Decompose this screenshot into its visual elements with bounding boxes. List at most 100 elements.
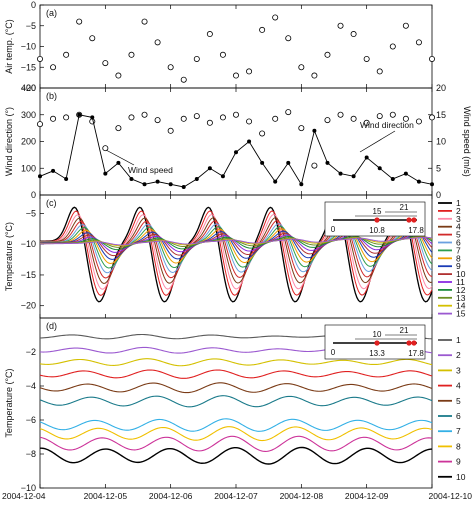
wind-direction-pointer — [359, 130, 396, 153]
wind-speed-point-1 — [51, 168, 56, 173]
wind-speed-point-22 — [325, 160, 330, 165]
air-temp-point-5 — [102, 60, 109, 67]
air-temp-point-18 — [272, 14, 279, 21]
panel-b-ytick-label-2: 200 — [21, 137, 36, 147]
c-legend-label-1: 2 — [456, 206, 461, 216]
date-tick-label-2: 2004-12-06 — [149, 491, 193, 501]
d-inset-mark-1 — [406, 340, 412, 346]
wind-speed-point-23 — [338, 171, 343, 176]
wind-speed-point-26 — [377, 166, 382, 171]
wind-direction-point-15 — [232, 111, 239, 118]
panel-b-y2tick-label-3: 15 — [436, 110, 446, 120]
wind-direction-point-27 — [389, 111, 396, 118]
air-temp-point-14 — [219, 51, 226, 58]
panel-d-ytick-label-2: −6 — [26, 415, 36, 425]
c-legend-label-3: 4 — [456, 222, 461, 232]
d-inset-mark-label-0: 13.3 — [369, 349, 385, 358]
air-temp-point-29 — [415, 39, 422, 46]
wind-direction-point-19 — [285, 109, 292, 116]
wind-direction-point-29 — [415, 118, 422, 125]
air-temp-point-25 — [363, 55, 370, 62]
date-axis: 2004-12-04 2004-12-05 2004-12-06 2004-12-07… — [2, 484, 472, 501]
panel-a-ytick-label-2: −10 — [21, 42, 36, 52]
d-inset-mark-0 — [374, 340, 380, 346]
d-inset-tick-1: 10 — [373, 330, 382, 339]
wind-direction-point-14 — [219, 114, 226, 121]
wind-direction-point-0 — [37, 121, 44, 128]
c-legend-label-14: 15 — [456, 309, 466, 319]
panel-c-series-12 — [39, 234, 433, 251]
date-tick-label-6: 2004-12-10 — [429, 491, 473, 501]
panel-c-ytick-label-2: −15 — [21, 270, 36, 280]
panel-b-y2tick-label-1: 5 — [436, 163, 441, 173]
c-legend-label-8: 9 — [456, 261, 461, 271]
panel-d-series-9 — [39, 435, 433, 453]
air-temp-point-21 — [311, 72, 318, 79]
panel-d-label: (d) — [46, 321, 57, 331]
wind-speed-annotation: Wind speed — [128, 165, 173, 175]
wind-direction-point-20 — [298, 125, 305, 132]
c-legend-label-7: 8 — [456, 253, 461, 263]
d-legend-label-6: 7 — [456, 426, 461, 436]
wind-speed-point-10 — [168, 182, 173, 187]
panel-d-series-4 — [39, 369, 433, 379]
wind-speed-point-3 — [77, 112, 82, 117]
panel-a-ylabel: Air temp. (°C) — [4, 19, 14, 74]
wind-direction-point-9 — [154, 117, 161, 124]
panel-a-ytick-label-4: −20 — [21, 83, 36, 93]
air-temp-point-26 — [376, 68, 383, 75]
d-legend-label-4: 5 — [456, 396, 461, 406]
air-temp-point-27 — [389, 43, 396, 50]
c-legend-label-11: 12 — [456, 285, 466, 295]
panel-b-y2tick-label-0: 0 — [436, 190, 441, 200]
c-inset-mark-1 — [406, 217, 412, 223]
panel-b-ytick-label-3: 300 — [21, 110, 36, 120]
date-tick-label-3: 2004-12-07 — [214, 491, 258, 501]
panel-d-ylabel: Temperature (°C) — [4, 368, 14, 437]
d-inset-mark-2 — [411, 340, 417, 346]
wind-speed-point-20 — [299, 182, 304, 187]
panel-b-wind: 0 100 200 300 400 Wind direction (°) (b) 0 5 10 15… — [4, 83, 472, 200]
wind-speed-point-30 — [430, 182, 434, 187]
wind-direction-point-10 — [167, 127, 174, 134]
panel-b-ytick-label-0: 0 — [31, 190, 36, 200]
panel-c-series-5 — [39, 219, 433, 279]
wind-direction-point-17 — [259, 130, 266, 137]
panel-c-series-10 — [39, 231, 433, 257]
wind-speed-point-2 — [64, 176, 69, 181]
wind-speed-point-6 — [116, 160, 121, 165]
panel-d-series-8 — [39, 426, 433, 442]
panel-a-ytick-label-0: 0 — [31, 0, 36, 10]
air-temp-point-2 — [63, 51, 70, 58]
panel-c-series-11 — [39, 233, 433, 253]
panel-c-series-15 — [39, 236, 433, 246]
panel-d-series-5 — [39, 382, 433, 394]
wind-speed-point-9 — [155, 179, 160, 184]
wind-speed-point-24 — [351, 174, 356, 179]
wind-direction-point-28 — [402, 115, 409, 122]
wind-speed-point-15 — [234, 150, 238, 155]
panel-b-frame — [39, 87, 433, 196]
air-temp-point-4 — [89, 35, 96, 42]
air-temp-point-11 — [180, 76, 187, 83]
c-inset-mark-label-0: 10.8 — [369, 226, 385, 235]
c-inset-mark-2 — [411, 217, 417, 223]
wind-direction-point-2 — [63, 114, 70, 121]
panel-c-label: (c) — [46, 198, 57, 208]
air-temp-point-24 — [350, 31, 357, 38]
panel-c-series-2 — [39, 210, 433, 296]
wind-direction-point-23 — [337, 111, 344, 118]
panel-d-ytick-label-1: −4 — [26, 381, 36, 391]
wind-speed-point-14 — [220, 174, 225, 179]
air-temp-point-6 — [115, 72, 122, 79]
date-tick-label-5: 2004-12-09 — [345, 491, 389, 501]
d-inset-mark-label-1: 17.8 — [408, 349, 424, 358]
panel-c-ytick-label-0: −5 — [26, 208, 36, 218]
wind-direction-point-21 — [311, 162, 318, 169]
air-temp-point-15 — [232, 72, 239, 79]
panel-b-y2tick-label-4: 20 — [436, 83, 446, 93]
wind-speed-point-18 — [273, 179, 278, 184]
air-temp-point-9 — [154, 39, 161, 46]
panel-c-series-6 — [39, 222, 433, 274]
